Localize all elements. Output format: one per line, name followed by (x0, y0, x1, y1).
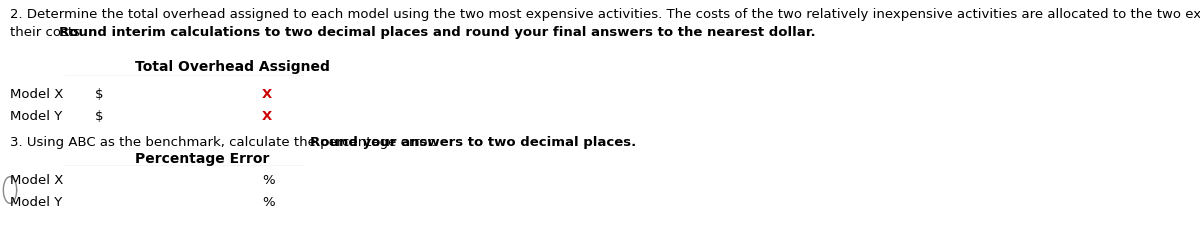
Text: their costs.: their costs. (10, 26, 89, 39)
Text: $: $ (95, 88, 103, 101)
Text: Percentage Error: Percentage Error (134, 152, 269, 166)
Text: Model X: Model X (10, 174, 64, 187)
Text: 2. Determine the total overhead assigned to each model using the two most expens: 2. Determine the total overhead assigned… (10, 8, 1200, 21)
Text: Model X: Model X (10, 88, 64, 101)
Text: $: $ (95, 110, 103, 123)
Text: X: X (262, 88, 272, 101)
Text: 3. Using ABC as the benchmark, calculate the percentage error.: 3. Using ABC as the benchmark, calculate… (10, 136, 440, 149)
Text: %: % (262, 196, 275, 209)
Text: X: X (262, 110, 272, 123)
Text: Total Overhead Assigned: Total Overhead Assigned (134, 60, 330, 74)
Text: Round your answers to two decimal places.: Round your answers to two decimal places… (310, 136, 636, 149)
Text: Model Y: Model Y (10, 110, 62, 123)
Text: Round interim calculations to two decimal places and round your final answers to: Round interim calculations to two decima… (59, 26, 816, 39)
Text: %: % (262, 174, 275, 187)
Text: Model Y: Model Y (10, 196, 62, 209)
